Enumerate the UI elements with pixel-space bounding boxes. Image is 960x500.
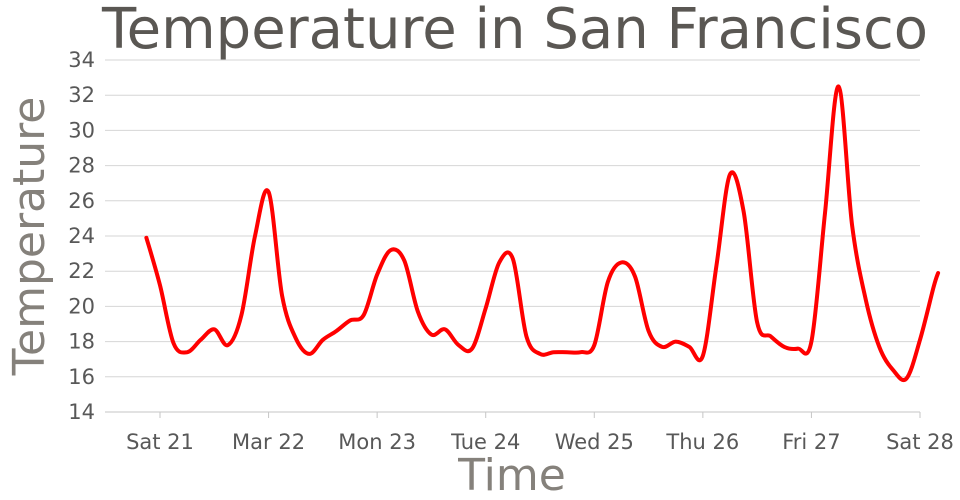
y-tick-label: 14 — [68, 400, 95, 424]
y-tick-label: 16 — [68, 365, 95, 389]
y-tick-label: 30 — [68, 118, 95, 142]
series-group — [144, 84, 941, 383]
y-axis-title: Temperature — [4, 97, 55, 377]
x-tick-label: Wed 25 — [555, 430, 634, 454]
x-tick-labels: Sat 21 Mar 22 Mon 23 Tue 24 Wed 25 Thu 26 Fri … — [126, 430, 954, 454]
y-tick-label: 24 — [68, 224, 95, 248]
y-tick-label: 28 — [68, 154, 95, 178]
x-tick-label: Sat 21 — [126, 430, 194, 454]
y-tick-label: 34 — [68, 48, 95, 72]
y-tick-label: 20 — [68, 294, 95, 318]
series-line — [144, 84, 941, 383]
x-tick-label: Tue 24 — [450, 430, 520, 454]
x-axis-title: Time — [457, 450, 566, 500]
y-tick-label: 22 — [68, 259, 95, 283]
y-grid — [105, 59, 920, 378]
x-tick-label: Mar 22 — [232, 430, 305, 454]
x-tick-label: Sat 28 — [886, 430, 954, 454]
y-tick-label: 18 — [68, 330, 95, 354]
chart-title: Temperature in San Francisco — [101, 0, 928, 62]
x-tick-label: Mon 23 — [338, 430, 416, 454]
x-tick-label: Thu 26 — [665, 430, 739, 454]
y-tick-labels: 14 16 18 20 22 24 26 28 30 32 34 — [68, 48, 95, 424]
x-tick-marks — [159, 412, 921, 418]
y-tick-label: 26 — [68, 189, 95, 213]
x-tick-label: Fri 27 — [782, 430, 840, 454]
y-tick-label: 32 — [68, 83, 95, 107]
